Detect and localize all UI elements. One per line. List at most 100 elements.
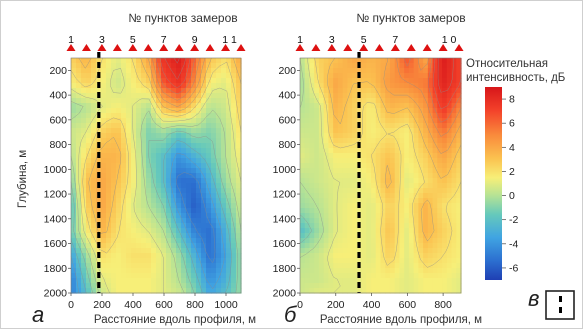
heatmap-cell	[106, 158, 112, 164]
heatmap-cell	[226, 268, 232, 274]
heatmap-cell	[456, 138, 462, 144]
heatmap-cell	[101, 233, 107, 239]
heatmap-cell	[171, 253, 177, 259]
heatmap-cell	[361, 163, 367, 169]
heatmap-cell	[236, 188, 242, 194]
heatmap-cell	[380, 158, 386, 164]
heatmap-cell	[176, 93, 182, 99]
heatmap-cell	[432, 203, 438, 209]
heatmap-cell	[161, 253, 167, 259]
heatmap-cell	[211, 223, 217, 229]
heatmap-cell	[96, 98, 102, 104]
heatmap-cell	[116, 273, 122, 279]
heatmap-cell	[161, 93, 167, 99]
heatmap-cell	[442, 138, 448, 144]
heatmap-cell	[404, 233, 410, 239]
heatmap-cell	[337, 128, 344, 134]
heatmap-cell	[380, 103, 386, 109]
heatmap-cell	[375, 183, 382, 189]
heatmap-cell	[191, 158, 197, 164]
heatmap-cell	[206, 243, 212, 249]
heatmap-cell	[106, 148, 112, 154]
heatmap-cell	[221, 158, 227, 164]
heatmap-cell	[413, 88, 419, 94]
x-tick-label: 800	[434, 299, 452, 311]
heatmap-cell	[389, 168, 396, 174]
heatmap-cell	[423, 203, 429, 209]
heatmap-cell	[136, 73, 142, 79]
heatmap-cell	[191, 208, 197, 214]
measurement-point-marker	[406, 44, 416, 51]
panel-a-frame	[70, 57, 242, 294]
heatmap-cell	[423, 273, 429, 279]
heatmap-cell	[432, 78, 438, 84]
heatmap-cell	[101, 178, 107, 184]
heatmap-cell	[171, 223, 177, 229]
heatmap-cell	[191, 108, 197, 114]
heatmap-cell	[176, 198, 182, 204]
heatmap-cell	[371, 288, 377, 294]
heatmap-cell	[342, 248, 348, 254]
heatmap-cell	[333, 173, 339, 179]
heatmap-cell	[186, 78, 192, 84]
heatmap-cell	[111, 253, 117, 259]
heatmap-cell	[146, 233, 152, 239]
heatmap-cell	[371, 158, 377, 164]
heatmap-cell	[141, 88, 147, 94]
heatmap-cell	[181, 213, 187, 219]
heatmap-cell	[432, 153, 438, 159]
heatmap-cell	[342, 283, 348, 289]
heatmap-cell	[176, 263, 182, 269]
heatmap-cell	[171, 98, 177, 104]
heatmap-cell	[196, 188, 202, 194]
heatmap-cell	[196, 103, 202, 109]
heatmap-cell	[101, 153, 107, 159]
heatmap-cell	[366, 148, 372, 154]
heatmap-cell	[221, 178, 227, 184]
heatmap-cell	[427, 218, 434, 224]
heatmap-cell	[91, 248, 97, 254]
heatmap-cell	[181, 148, 187, 154]
heatmap-cell	[186, 123, 192, 129]
heatmap-cell	[186, 198, 192, 204]
heatmap-cell	[408, 203, 415, 209]
heatmap-cell	[408, 118, 415, 124]
heatmap-cell	[323, 218, 330, 224]
heatmap-cell	[86, 208, 92, 214]
heatmap-cell	[318, 258, 325, 264]
heatmap-cell	[131, 223, 137, 229]
heatmap-cell	[186, 278, 192, 284]
heatmap-cell	[101, 248, 107, 254]
heatmap-cell	[126, 228, 132, 234]
heatmap-cell	[126, 113, 132, 119]
heatmap-cell	[404, 118, 410, 124]
heatmap-cell	[451, 148, 457, 154]
heatmap-cell	[111, 143, 117, 149]
heatmap-cell	[146, 223, 152, 229]
measurement-point-marker	[327, 44, 337, 51]
heatmap-cell	[91, 103, 97, 109]
heatmap-cell	[111, 223, 117, 229]
heatmap-cell	[427, 143, 434, 149]
heatmap-cell	[423, 133, 429, 139]
heatmap-cell	[151, 253, 157, 259]
heatmap-cell	[423, 138, 429, 144]
heatmap-cell	[394, 193, 401, 199]
heatmap-cell	[423, 183, 429, 189]
heatmap-cell	[418, 258, 424, 264]
heatmap-cell	[337, 193, 344, 199]
heatmap-cell	[211, 88, 217, 94]
measurement-point-marker	[81, 44, 91, 51]
heatmap-cell	[166, 193, 172, 199]
heatmap-cell	[408, 78, 415, 84]
heatmap-cell	[456, 213, 462, 219]
heatmap-cell	[356, 238, 363, 244]
heatmap-cell	[366, 128, 372, 134]
heatmap-cell	[221, 173, 227, 179]
heatmap-cell	[236, 148, 242, 154]
heatmap-cell	[389, 218, 396, 224]
heatmap-cell	[146, 183, 152, 189]
heatmap-cell	[380, 93, 386, 99]
heatmap-cell	[231, 238, 237, 244]
